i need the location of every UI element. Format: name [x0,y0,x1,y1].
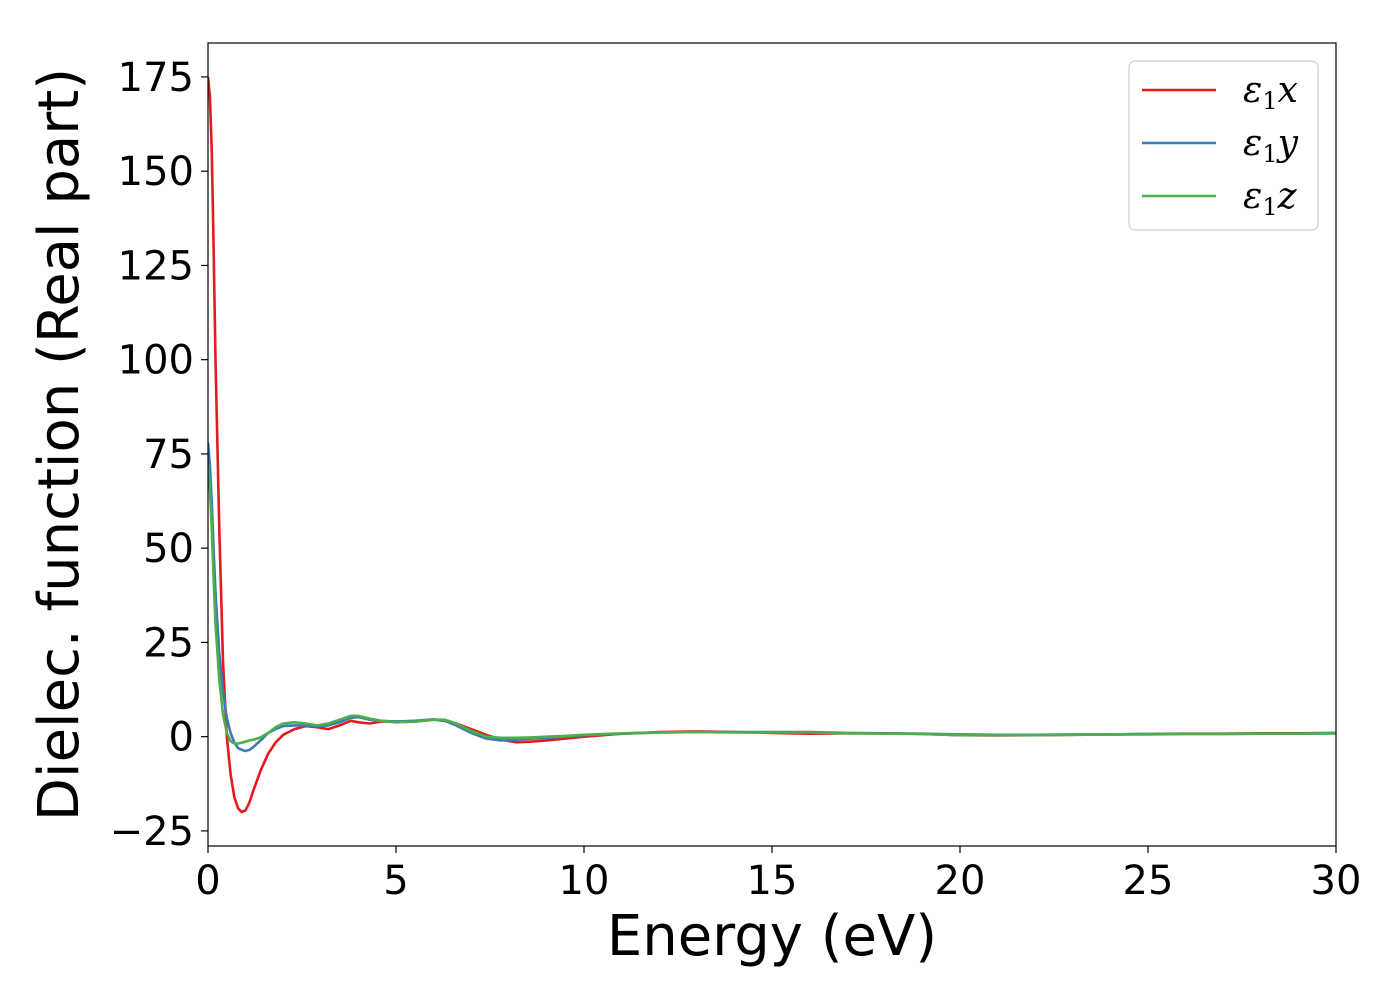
legend: ε1x ε1y ε1z [1128,60,1319,231]
x-tick-label: 25 [1123,858,1174,904]
series-line-3 [208,465,1336,745]
y-tick-label: 175 [118,55,194,101]
legend-box [1128,60,1319,231]
y-axis-label: Dielec. function (Real part) [27,68,92,821]
x-tick-label: 10 [559,858,610,904]
y-tick-label: 0 [169,715,194,761]
x-axis: 0 5 10 15 20 25 30 [195,846,1361,904]
x-tick-label: 30 [1311,858,1362,904]
y-tick-label: 100 [118,338,194,384]
y-tick-label: 150 [118,149,194,195]
plot-lines [208,76,1336,814]
y-tick-label: −25 [110,809,194,855]
x-axis-label: Energy (eV) [607,904,937,969]
x-tick-label: 20 [935,858,986,904]
legend-label: ε1y [1243,123,1299,168]
y-axis: −25 0 25 50 75 100 125 150 175 [110,55,208,855]
y-tick-label: 25 [143,620,194,666]
x-tick-label: 0 [195,858,220,904]
x-tick-label: 5 [383,858,408,904]
y-tick-label: 75 [143,432,194,478]
legend-label: ε1x [1243,70,1298,115]
series-line-2 [208,442,1336,753]
y-tick-label: 50 [143,526,194,572]
y-tick-label: 125 [118,243,194,289]
legend-label: ε1z [1243,176,1298,221]
x-tick-label: 15 [747,858,798,904]
